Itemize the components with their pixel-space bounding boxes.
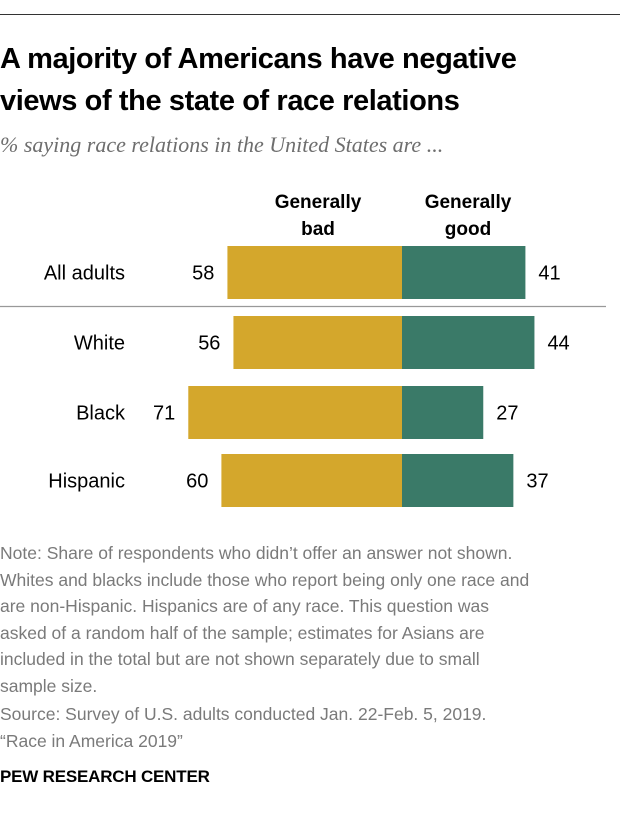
legend-label-generally-bad: bad xyxy=(301,219,335,240)
race-relations-bar-chart: Generally bad Generally good All adults 58 41 W… xyxy=(0,192,606,507)
chart-note: Note: Share of respondents who didn’t of… xyxy=(0,540,620,699)
data-label-generally-bad: 58 xyxy=(192,263,214,285)
title-line-1: A majority of Americans have negative xyxy=(0,43,517,75)
legend-label-generally-bad: Generally xyxy=(275,192,362,213)
data-label-generally-bad: 71 xyxy=(153,403,175,425)
legend-label-generally-good: Generally xyxy=(425,192,512,213)
note-line: included in the total but are not shown … xyxy=(0,649,480,669)
source-line: “Race in America 2019” xyxy=(0,730,183,751)
category-label: All adults xyxy=(44,263,125,285)
bar-generally-good xyxy=(402,316,535,369)
title-line-2: views of the state of race relations xyxy=(0,85,460,117)
data-label-generally-good: 37 xyxy=(526,471,548,493)
data-label-generally-bad: 60 xyxy=(186,471,208,493)
note-line: sample size. xyxy=(0,675,98,696)
bar-generally-good xyxy=(402,454,514,507)
category-label: Black xyxy=(76,403,126,425)
note-line: Whites and blacks include those who repo… xyxy=(0,569,530,590)
note-line: Note: Share of respondents who didn’t of… xyxy=(0,543,513,563)
category-label: White xyxy=(74,333,125,355)
note-line: are non-Hispanic. Hispanics are of any r… xyxy=(0,596,489,616)
bar-generally-bad xyxy=(221,454,402,507)
data-label-generally-good: 27 xyxy=(496,403,518,425)
legend-label-generally-good: good xyxy=(445,219,491,240)
note-line: asked of a random half of the sample; es… xyxy=(0,622,485,643)
bar-generally-good xyxy=(402,246,526,299)
chart-title: A majority of Americans have negative vi… xyxy=(0,38,620,122)
data-label-generally-good: 44 xyxy=(547,333,569,355)
chart-source: Source: Survey of U.S. adults conducted … xyxy=(0,701,620,754)
data-label-generally-good: 41 xyxy=(538,263,560,285)
bar-generally-bad xyxy=(188,386,402,439)
bar-generally-bad xyxy=(227,246,402,299)
source-line: Source: Survey of U.S. adults conducted … xyxy=(0,704,487,724)
bar-generally-good xyxy=(402,386,484,439)
top-rule xyxy=(0,14,620,15)
category-label: Hispanic xyxy=(48,471,125,493)
chart-subtitle: % saying race relations in the United St… xyxy=(0,132,444,157)
bar-generally-bad xyxy=(233,316,402,369)
pew-research-center-logo: PEW RESEARCH CENTER xyxy=(0,767,210,786)
data-label-generally-bad: 56 xyxy=(198,333,220,355)
